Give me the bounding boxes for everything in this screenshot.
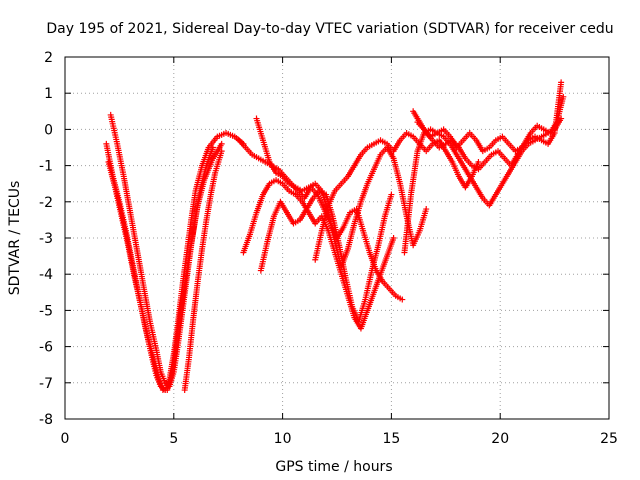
x-tick-label: 25: [600, 431, 618, 447]
data-series: [105, 140, 225, 394]
data-series: [401, 115, 565, 256]
data-point-marker: [475, 158, 482, 165]
data-series: [312, 130, 482, 263]
y-tick-label: 0: [44, 122, 53, 138]
y-tick-label: -2: [39, 195, 53, 211]
y-axis-label: SDTVAR / TECUs: [7, 181, 23, 296]
data-point-marker: [209, 144, 216, 151]
x-tick-label: 0: [61, 431, 70, 447]
data-point-marker: [423, 206, 430, 213]
y-tick-label: -8: [39, 412, 53, 428]
data-point-marker: [560, 93, 567, 100]
x-tick-label: 20: [491, 431, 509, 447]
x-tick-label: 10: [274, 431, 292, 447]
data-series: [414, 79, 565, 155]
data-point-marker: [399, 296, 406, 303]
data-point-marker: [218, 140, 225, 147]
chart-title: Day 195 of 2021, Sidereal Day-to-day VTE…: [46, 21, 613, 37]
y-tick-label: 2: [44, 50, 53, 66]
x-axis-label: GPS time / hours: [275, 459, 392, 475]
y-tick-label: -4: [39, 267, 53, 283]
data-point-marker: [218, 148, 225, 155]
y-tick-label: -5: [39, 303, 53, 319]
data-point-marker: [558, 115, 565, 122]
y-tick-label: -6: [39, 340, 53, 356]
data-series: [257, 187, 395, 325]
x-tick-label: 15: [382, 431, 400, 447]
data-point-marker: [390, 235, 397, 241]
data-point-marker: [558, 79, 565, 86]
y-tick-label: -1: [39, 159, 53, 175]
y-tick-label: -3: [39, 231, 53, 247]
axis-ticks: [64, 56, 610, 420]
data-series: [181, 148, 225, 394]
y-tick-label: 1: [44, 86, 53, 102]
data-points: [103, 79, 567, 394]
data-series: [410, 93, 567, 173]
y-tick-label: -7: [39, 376, 53, 392]
data-series: [253, 115, 430, 270]
x-tick-label: 5: [169, 431, 178, 447]
data-point-marker: [388, 191, 395, 198]
